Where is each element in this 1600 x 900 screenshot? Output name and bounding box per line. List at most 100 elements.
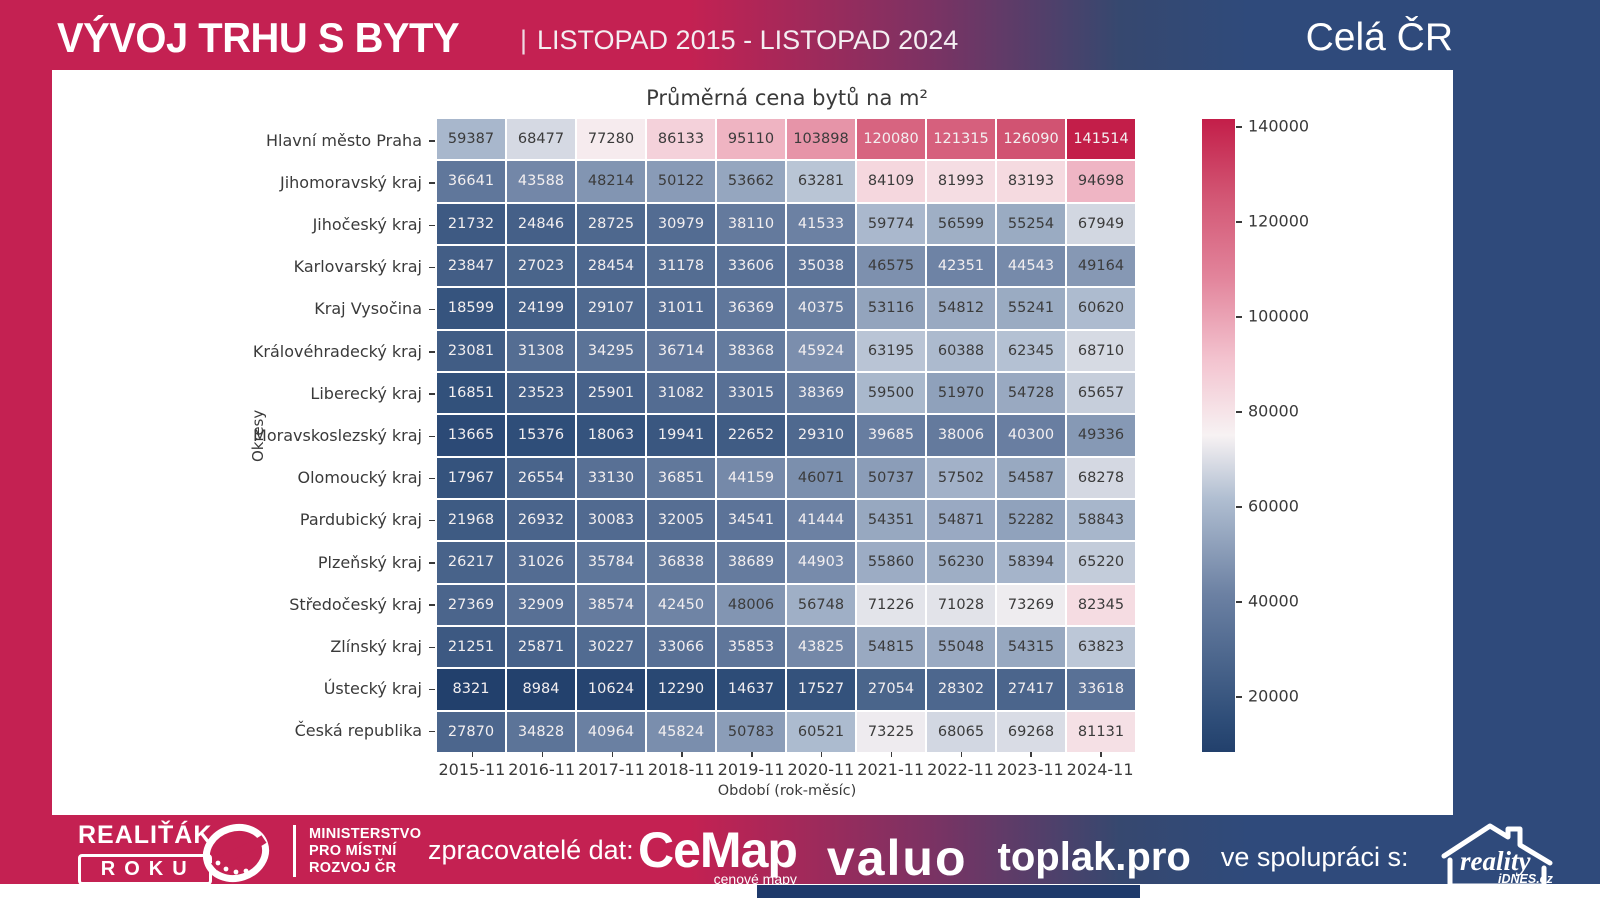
heatmap-cell: 60521 xyxy=(787,711,855,752)
x-axis-tick xyxy=(1100,752,1102,757)
heatmap-cell: 32909 xyxy=(507,584,575,625)
heatmap-cell: 44159 xyxy=(717,457,785,498)
heatmap-cell: 23847 xyxy=(437,245,505,287)
heatmap-cell: 57502 xyxy=(927,457,995,498)
y-axis-tick xyxy=(429,266,435,269)
heatmap-cell: 36369 xyxy=(717,288,785,329)
heatmap-cell: 63823 xyxy=(1067,626,1135,668)
heatmap-cell: 55254 xyxy=(997,203,1065,244)
heatmap-cell: 18599 xyxy=(437,288,505,329)
heatmap-cell: 42450 xyxy=(647,584,715,625)
heatmap-cell: 54315 xyxy=(997,626,1065,668)
heatmap-grid: 59387 68477 77280 86133 95110 103898 120080 121… xyxy=(437,119,1135,752)
heatmap-cell: 103898 xyxy=(787,119,855,160)
heatmap-cell: 141514 xyxy=(1067,119,1135,160)
heatmap-cell: 33066 xyxy=(647,626,715,668)
y-axis-label: Olomoucký kraj xyxy=(297,468,422,488)
heatmap-cell: 71226 xyxy=(857,584,925,625)
heatmap-cell: 36641 xyxy=(437,161,505,202)
heatmap-cell: 35038 xyxy=(787,245,855,287)
footer-brands: CeMap cenové mapy valuo toplak.pro ve sp… xyxy=(638,815,1582,900)
heatmap-cell: 86133 xyxy=(647,119,715,160)
heatmap-cell: 55241 xyxy=(997,288,1065,329)
heatmap-cell: 31178 xyxy=(647,245,715,287)
valuo-logo: valuo xyxy=(826,829,968,886)
heatmap-cell: 27417 xyxy=(997,669,1065,710)
heatmap-cell: 38369 xyxy=(787,372,855,414)
heatmap-cell: 60620 xyxy=(1067,288,1135,329)
heatmap-cell: 38006 xyxy=(927,415,995,456)
colorbar-tick xyxy=(1236,696,1242,698)
x-axis-tick xyxy=(471,752,474,757)
y-axis-tick xyxy=(429,730,435,733)
heatmap-cell: 121315 xyxy=(927,119,995,160)
colorbar-tick-label: 140000 xyxy=(1248,116,1310,136)
cemap-subtitle: cenové mapy xyxy=(713,870,797,887)
colorbar-tick-label: 120000 xyxy=(1248,211,1310,231)
y-axis-tick xyxy=(429,646,435,648)
heatmap-cell: 77280 xyxy=(577,119,645,160)
y-axis-label: Ústecký kraj xyxy=(323,679,422,699)
svg-text:reality: reality xyxy=(1460,846,1531,876)
x-axis-title: Období (rok-měsíc) xyxy=(717,783,857,799)
heatmap-cell: 38689 xyxy=(717,542,785,583)
heatmap-cell: 56599 xyxy=(927,203,995,244)
chart-title: Průměrná cena bytů na m² xyxy=(646,86,928,110)
x-axis-tick xyxy=(681,752,683,757)
y-axis-label: Středočeský kraj xyxy=(289,594,422,614)
realitak-label: REALIŤÁK xyxy=(78,821,213,849)
heatmap-cell: 54728 xyxy=(997,372,1065,414)
heatmap-cell: 25871 xyxy=(507,626,575,668)
y-axis-label: Královéhradecký kraj xyxy=(252,341,422,361)
heatmap-cell: 43825 xyxy=(787,626,855,668)
heatmap-cell: 65657 xyxy=(1067,372,1135,414)
colorbar-tick-label: 80000 xyxy=(1248,401,1299,421)
heatmap-cell: 68710 xyxy=(1067,330,1135,371)
ministry-label: MINISTERSTVO PRO MÍSTNÍ ROZVOJ ČR xyxy=(309,826,421,877)
colorbar-tick xyxy=(1236,411,1242,413)
colorbar-tick xyxy=(1236,316,1242,318)
heatmap-cell: 36714 xyxy=(647,330,715,371)
heatmap-cell: 13665 xyxy=(437,415,505,456)
y-axis-label: Hlavní město Praha xyxy=(265,130,422,150)
heatmap-cell: 10624 xyxy=(577,669,645,710)
heatmap-cell: 26554 xyxy=(507,457,575,498)
heatmap-cell: 59774 xyxy=(857,203,925,244)
heatmap-cell: 54871 xyxy=(927,499,995,541)
y-axis-label: Kraj Vysočina xyxy=(314,299,422,319)
heatmap-cell: 26932 xyxy=(507,499,575,541)
heatmap-cell: 30083 xyxy=(577,499,645,541)
heatmap-cell: 34295 xyxy=(577,330,645,371)
y-axis-tick xyxy=(429,477,435,480)
x-axis-tick xyxy=(751,752,753,757)
heatmap-cell: 8984 xyxy=(507,669,575,710)
heatmap-cell: 40300 xyxy=(997,415,1065,456)
heatmap-cell: 27870 xyxy=(437,711,505,752)
heatmap-cell: 67949 xyxy=(1067,203,1135,244)
heatmap-cell: 35853 xyxy=(717,626,785,668)
heatmap-cell: 28725 xyxy=(577,203,645,244)
x-axis-label: 2015-11 xyxy=(438,760,506,779)
heatmap-cell: 51970 xyxy=(927,372,995,414)
mmr-swirl-icon xyxy=(196,823,276,890)
heatmap-cell: 15376 xyxy=(507,415,575,456)
heatmap-cell: 52282 xyxy=(997,499,1065,541)
heatmap-cell: 62345 xyxy=(997,330,1065,371)
heatmap-cell: 73269 xyxy=(997,584,1065,625)
heatmap-cell: 46071 xyxy=(787,457,855,498)
heatmap-cell: 50122 xyxy=(647,161,715,202)
colorbar-tick-label: 40000 xyxy=(1248,591,1299,611)
heatmap-cell: 23081 xyxy=(437,330,505,371)
heatmap-cell: 8321 xyxy=(437,669,505,710)
heatmap-cell: 34828 xyxy=(507,711,575,752)
heatmap-cell: 81131 xyxy=(1067,711,1135,752)
heatmap-cell: 69268 xyxy=(997,711,1065,752)
heatmap-cell: 41533 xyxy=(787,203,855,244)
heatmap-cell: 50783 xyxy=(717,711,785,752)
x-axis-label: 2021-11 xyxy=(857,760,925,779)
heatmap-cell: 56748 xyxy=(787,584,855,625)
heatmap-cell: 44543 xyxy=(997,245,1065,287)
region-label: Celá ČR xyxy=(1305,16,1453,59)
colorbar-gradient xyxy=(1202,119,1235,752)
ministry-line: MINISTERSTVO xyxy=(309,826,422,842)
